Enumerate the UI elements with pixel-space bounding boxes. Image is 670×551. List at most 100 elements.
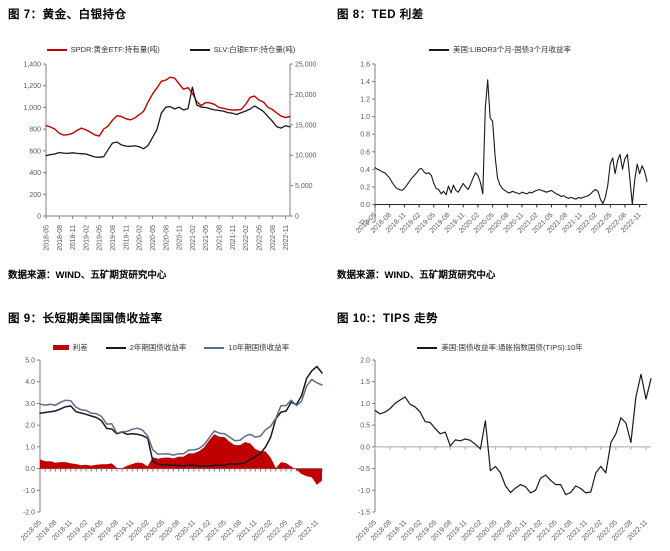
legend-label: 利差 [72,343,88,352]
svg-text:2018-05: 2018-05 [44,225,51,251]
chart-2-canvas: 5.04.03.02.01.00.0-1.0-2.02018-052018-08… [20,358,323,542]
legend-swatch [46,48,67,51]
svg-text:2018-08: 2018-08 [57,225,64,251]
svg-text:0.6: 0.6 [360,149,370,156]
chart7-section: 图 7：黄金、白银持仓 SPDR:黄金ETF:持有量(吨) SLV:白银ETF:持… [8,6,334,264]
svg-text:0.8: 0.8 [360,132,370,139]
svg-text:2.0: 2.0 [360,358,370,365]
svg-text:1,400: 1,400 [23,62,41,69]
legend-label: 10年期国债收益率 [228,343,290,352]
svg-text:2020-11: 2020-11 [177,225,184,250]
svg-text:0: 0 [37,214,41,221]
series-10年期国债收益率 [39,378,323,456]
legend-label: 美国:国债收益率:通胀指数国债(TIPS):10年 [441,343,583,352]
svg-text:2018-11: 2018-11 [70,225,77,250]
chart9-title: 图 9：长短期美国国债收益率 [8,313,163,325]
svg-text:2021-11: 2021-11 [230,225,237,250]
chart8-plot: 1.6 1.4 1.2 1.0 0.8 0.6 0.4 0.2 0.0 -0.2 2018-05 20… [337,58,663,264]
chart9-plot: 5.0 4.0 3.0 2.0 1.0 0.0 -1.0 -2.0 2018-05 2018-08… [8,354,334,550]
svg-text:0.0: 0.0 [360,444,370,451]
legend-item: 10年期国债收益率 [204,342,289,353]
svg-text:3.0: 3.0 [25,401,35,408]
chart-3-canvas: 2.01.51.00.50.0-0.5-1.0-1.52018-052018-0… [355,358,652,542]
legend-swatch [417,346,438,349]
legend-label: SLV:白银ETF:持仓量(吨) [213,45,296,54]
legend-swatch [52,345,69,350]
svg-text:1.0: 1.0 [360,401,370,408]
chart9-legend: 利差 2年期国债收益率 10年期国债收益率 [8,342,334,353]
svg-text:2022-11: 2022-11 [283,225,290,250]
source-note-right: 数据来源：WIND、五矿期货研究中心 [337,270,496,281]
svg-text:25,000: 25,000 [295,62,317,69]
series-美国10年期TIPS收益率 [374,373,652,496]
svg-text:2021-02: 2021-02 [190,225,197,251]
chart10-section: 图 10:：TIPS 走势 美国:国债收益率:通胀指数国债(TIPS):10年 … [337,310,663,550]
series-TED利差 [374,79,648,205]
svg-text:2020-08: 2020-08 [163,225,170,251]
svg-text:2.0: 2.0 [25,423,35,430]
chart7-plot: 1,400 1,200 1,000 800 600 400 200 0 25,000 20,000… [8,58,334,264]
series-SLV白银ETF持仓量 [45,86,291,158]
legend-item: 美国:LIBOR3个月-国债3个月收益率 [429,44,571,55]
svg-text:4.0: 4.0 [25,379,35,386]
svg-text:0.0: 0.0 [360,202,370,209]
series-利差 [40,434,322,485]
chart8-section: 图 8：TED 利差 美国:LIBOR3个月-国债3个月收益率 1.6 1.4 1.… [337,6,663,264]
svg-text:1.6: 1.6 [360,62,370,69]
chart10-legend: 美国:国债收益率:通胀指数国债(TIPS):10年 [337,342,663,353]
svg-text:5,000: 5,000 [295,183,313,190]
svg-text:0.0: 0.0 [25,466,35,473]
chart8-legend: 美国:LIBOR3个月-国债3个月收益率 [337,44,663,55]
legend-swatch [105,346,126,349]
legend-item: SLV:白银ETF:持仓量(吨) [189,44,296,55]
chart8-title: 图 8：TED 利差 [337,9,424,21]
legend-label: SPDR:黄金ETF:持有量(吨) [70,45,160,54]
svg-text:2022-08: 2022-08 [270,225,277,251]
series-2年期国债收益率 [39,365,323,467]
svg-text:2021-05: 2021-05 [203,225,210,251]
legend-item: 利差 [52,342,88,353]
svg-text:1.0: 1.0 [360,114,370,121]
svg-text:2022-05: 2022-05 [256,225,263,251]
svg-text:1.5: 1.5 [360,379,370,386]
source-note-left: 数据来源：WIND、五矿期货研究中心 [8,270,167,281]
svg-text:0: 0 [295,214,299,221]
svg-text:2022-02: 2022-02 [243,225,250,251]
svg-text:0.2: 0.2 [360,184,370,191]
svg-text:800: 800 [29,127,41,134]
chart7-title: 图 7：黄金、白银持仓 [8,9,127,21]
svg-text:1.2: 1.2 [360,97,370,104]
legend-item: 2年期国债收益率 [105,342,187,353]
svg-text:2021-08: 2021-08 [217,225,224,251]
chart10-plot: 2.0 1.5 1.0 0.5 0.0 -0.5 -1.0 -1.5 2018-05 2018-0… [337,354,663,550]
svg-text:0.4: 0.4 [360,167,370,174]
svg-text:-1.0: -1.0 [23,488,35,495]
legend-swatch [429,48,450,51]
svg-text:600: 600 [29,148,41,155]
svg-text:15,000: 15,000 [295,122,317,129]
series-SPDR黄金ETF持有量 [45,76,291,137]
svg-text:2019-05: 2019-05 [97,225,104,251]
svg-text:2020-05: 2020-05 [150,225,157,251]
chart10-title: 图 10:：TIPS 走势 [337,313,439,325]
svg-text:0.5: 0.5 [360,423,370,430]
svg-text:200: 200 [29,192,41,199]
legend-label: 美国:LIBOR3个月-国债3个月收益率 [453,45,571,54]
svg-text:2019-02: 2019-02 [83,225,90,251]
legend-swatch [204,346,225,349]
svg-text:2019-11: 2019-11 [123,225,130,250]
chart9-section: 图 9：长短期美国国债收益率 利差 2年期国债收益率 10年期国债收益率 5.0 4.… [8,310,334,550]
chart-1-canvas: 1.61.41.21.00.80.60.40.20.0-0.22018-0520… [355,62,648,235]
svg-text:1,200: 1,200 [23,83,41,90]
svg-text:-0.5: -0.5 [358,466,370,473]
svg-text:-1.5: -1.5 [358,510,370,517]
chart7-legend: SPDR:黄金ETF:持有量(吨) SLV:白银ETF:持仓量(吨) [8,44,334,55]
chart-0-canvas: 1,400 1,200 1,000 800 600 400 200 0 25,000 20,000… [23,62,317,251]
svg-text:2020-02: 2020-02 [137,225,144,251]
svg-text:-0.2: -0.2 [358,220,370,227]
svg-text:5.0: 5.0 [25,358,35,365]
legend-label: 2年期国债收益率 [129,343,187,352]
svg-text:-1.0: -1.0 [358,488,370,495]
legend-swatch [189,48,210,51]
svg-text:-2.0: -2.0 [23,510,35,517]
